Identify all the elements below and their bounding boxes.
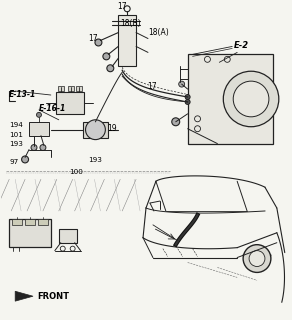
Bar	[25, 219, 35, 225]
Text: 101: 101	[9, 132, 23, 138]
Circle shape	[36, 112, 41, 117]
Bar	[188, 54, 273, 144]
Circle shape	[86, 120, 105, 140]
Bar	[38, 219, 48, 225]
Text: 193: 193	[9, 140, 23, 147]
Bar	[118, 15, 136, 66]
Bar	[12, 219, 22, 225]
Text: FRONT: FRONT	[37, 292, 69, 301]
Circle shape	[95, 39, 102, 46]
Bar	[9, 219, 51, 247]
Bar	[29, 122, 49, 136]
Circle shape	[233, 81, 269, 117]
Circle shape	[22, 156, 29, 163]
Text: 17: 17	[117, 2, 127, 11]
Circle shape	[31, 145, 37, 150]
Text: 19: 19	[107, 124, 117, 133]
Text: 193: 193	[88, 157, 102, 164]
Circle shape	[40, 145, 46, 150]
Text: E-13-1: E-13-1	[9, 90, 36, 99]
Bar	[83, 122, 108, 138]
Text: E-16-1: E-16-1	[39, 104, 66, 113]
Text: 194: 194	[9, 122, 23, 128]
Circle shape	[185, 100, 190, 104]
Circle shape	[103, 53, 110, 60]
Text: E-2: E-2	[234, 41, 249, 51]
Text: 18(B): 18(B)	[120, 19, 141, 28]
Bar	[56, 92, 84, 114]
Circle shape	[249, 251, 265, 267]
Text: 17: 17	[147, 82, 157, 91]
Text: 100: 100	[69, 169, 83, 175]
Circle shape	[243, 245, 271, 272]
Circle shape	[185, 94, 190, 100]
Bar	[58, 86, 64, 91]
Bar	[59, 229, 77, 243]
Circle shape	[172, 118, 180, 126]
Circle shape	[179, 81, 185, 87]
Circle shape	[223, 71, 279, 127]
Text: 97: 97	[9, 159, 18, 165]
Text: 18(A): 18(A)	[148, 28, 169, 37]
Circle shape	[107, 65, 114, 72]
Polygon shape	[15, 291, 33, 301]
Bar	[68, 86, 74, 91]
Text: 17: 17	[89, 34, 98, 43]
Bar	[76, 86, 81, 91]
